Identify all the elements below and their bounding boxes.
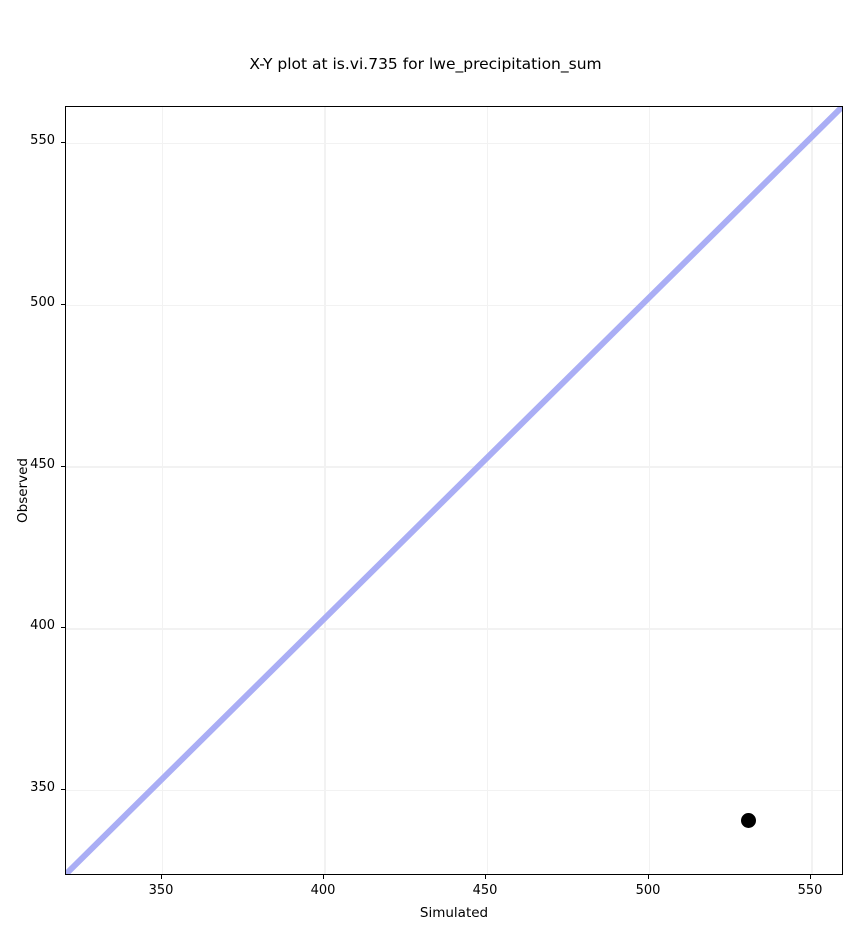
ytick-label-400: 400 — [30, 618, 55, 633]
one-to-one-reference-line — [66, 107, 842, 874]
gridline-vertical-500 — [648, 107, 651, 874]
ytick-mark-550 — [61, 142, 65, 144]
xtick-label-450: 450 — [472, 883, 498, 898]
xtick-mark-350 — [161, 875, 163, 879]
ytick-label-450: 450 — [30, 457, 55, 472]
xtick-mark-450 — [485, 875, 487, 879]
xtick-label-550: 550 — [797, 883, 823, 898]
gridline-vertical-450 — [486, 107, 488, 874]
gridline-vertical-400 — [324, 107, 326, 874]
xtick-label-500: 500 — [635, 883, 661, 898]
xtick-label-400: 400 — [310, 883, 336, 898]
xtick-mark-500 — [648, 875, 650, 879]
xtick-label-350: 350 — [148, 883, 174, 898]
gridline-vertical-550 — [811, 107, 813, 874]
gridline-horizontal-500 — [66, 304, 842, 306]
gridline-vertical-350 — [162, 107, 164, 874]
data-point-1[interactable] — [740, 812, 756, 828]
chart-title-line-1: X-Y plot at is.vi.735 for lwe_precipitat… — [249, 55, 602, 73]
ytick-mark-500 — [61, 304, 65, 306]
gridline-horizontal-400 — [66, 628, 842, 630]
ytick-label-550: 550 — [30, 133, 55, 148]
x-axis-label: Simulated — [419, 905, 489, 921]
ytick-mark-350 — [61, 789, 65, 791]
y-axis-label: Observed — [15, 458, 31, 523]
ytick-label-350: 350 — [30, 780, 55, 795]
ytick-mark-450 — [61, 466, 65, 468]
gridline-horizontal-450 — [66, 466, 842, 468]
gridline-horizontal-350 — [66, 790, 842, 792]
ytick-mark-400 — [61, 627, 65, 629]
xtick-mark-550 — [810, 875, 812, 879]
gridline-horizontal-550 — [66, 142, 842, 144]
ytick-label-500: 500 — [30, 295, 55, 310]
plot-area — [65, 106, 843, 875]
xtick-mark-400 — [323, 875, 325, 879]
